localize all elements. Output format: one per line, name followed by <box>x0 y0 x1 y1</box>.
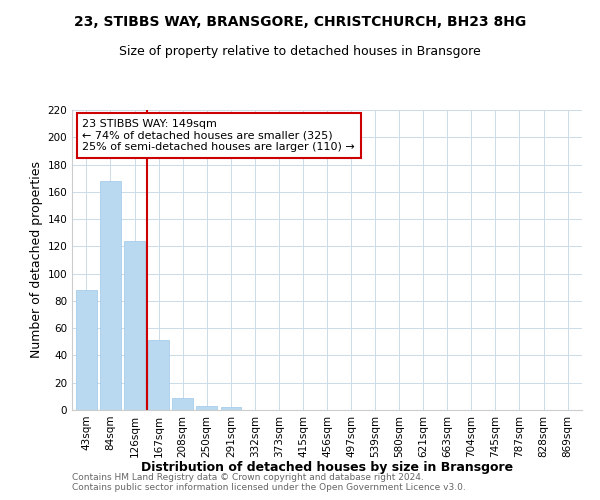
Bar <box>172 398 193 410</box>
Text: 23 STIBBS WAY: 149sqm
← 74% of detached houses are smaller (325)
25% of semi-det: 23 STIBBS WAY: 149sqm ← 74% of detached … <box>82 119 355 152</box>
Bar <box>221 408 241 410</box>
Text: Contains HM Land Registry data © Crown copyright and database right 2024.: Contains HM Land Registry data © Crown c… <box>72 474 424 482</box>
Text: 23, STIBBS WAY, BRANSGORE, CHRISTCHURCH, BH23 8HG: 23, STIBBS WAY, BRANSGORE, CHRISTCHURCH,… <box>74 15 526 29</box>
Text: Size of property relative to detached houses in Bransgore: Size of property relative to detached ho… <box>119 45 481 58</box>
X-axis label: Distribution of detached houses by size in Bransgore: Distribution of detached houses by size … <box>141 461 513 474</box>
Y-axis label: Number of detached properties: Number of detached properties <box>30 162 43 358</box>
Bar <box>124 241 145 410</box>
Bar <box>196 406 217 410</box>
Text: Contains public sector information licensed under the Open Government Licence v3: Contains public sector information licen… <box>72 484 466 492</box>
Bar <box>100 181 121 410</box>
Bar <box>76 290 97 410</box>
Bar <box>148 340 169 410</box>
